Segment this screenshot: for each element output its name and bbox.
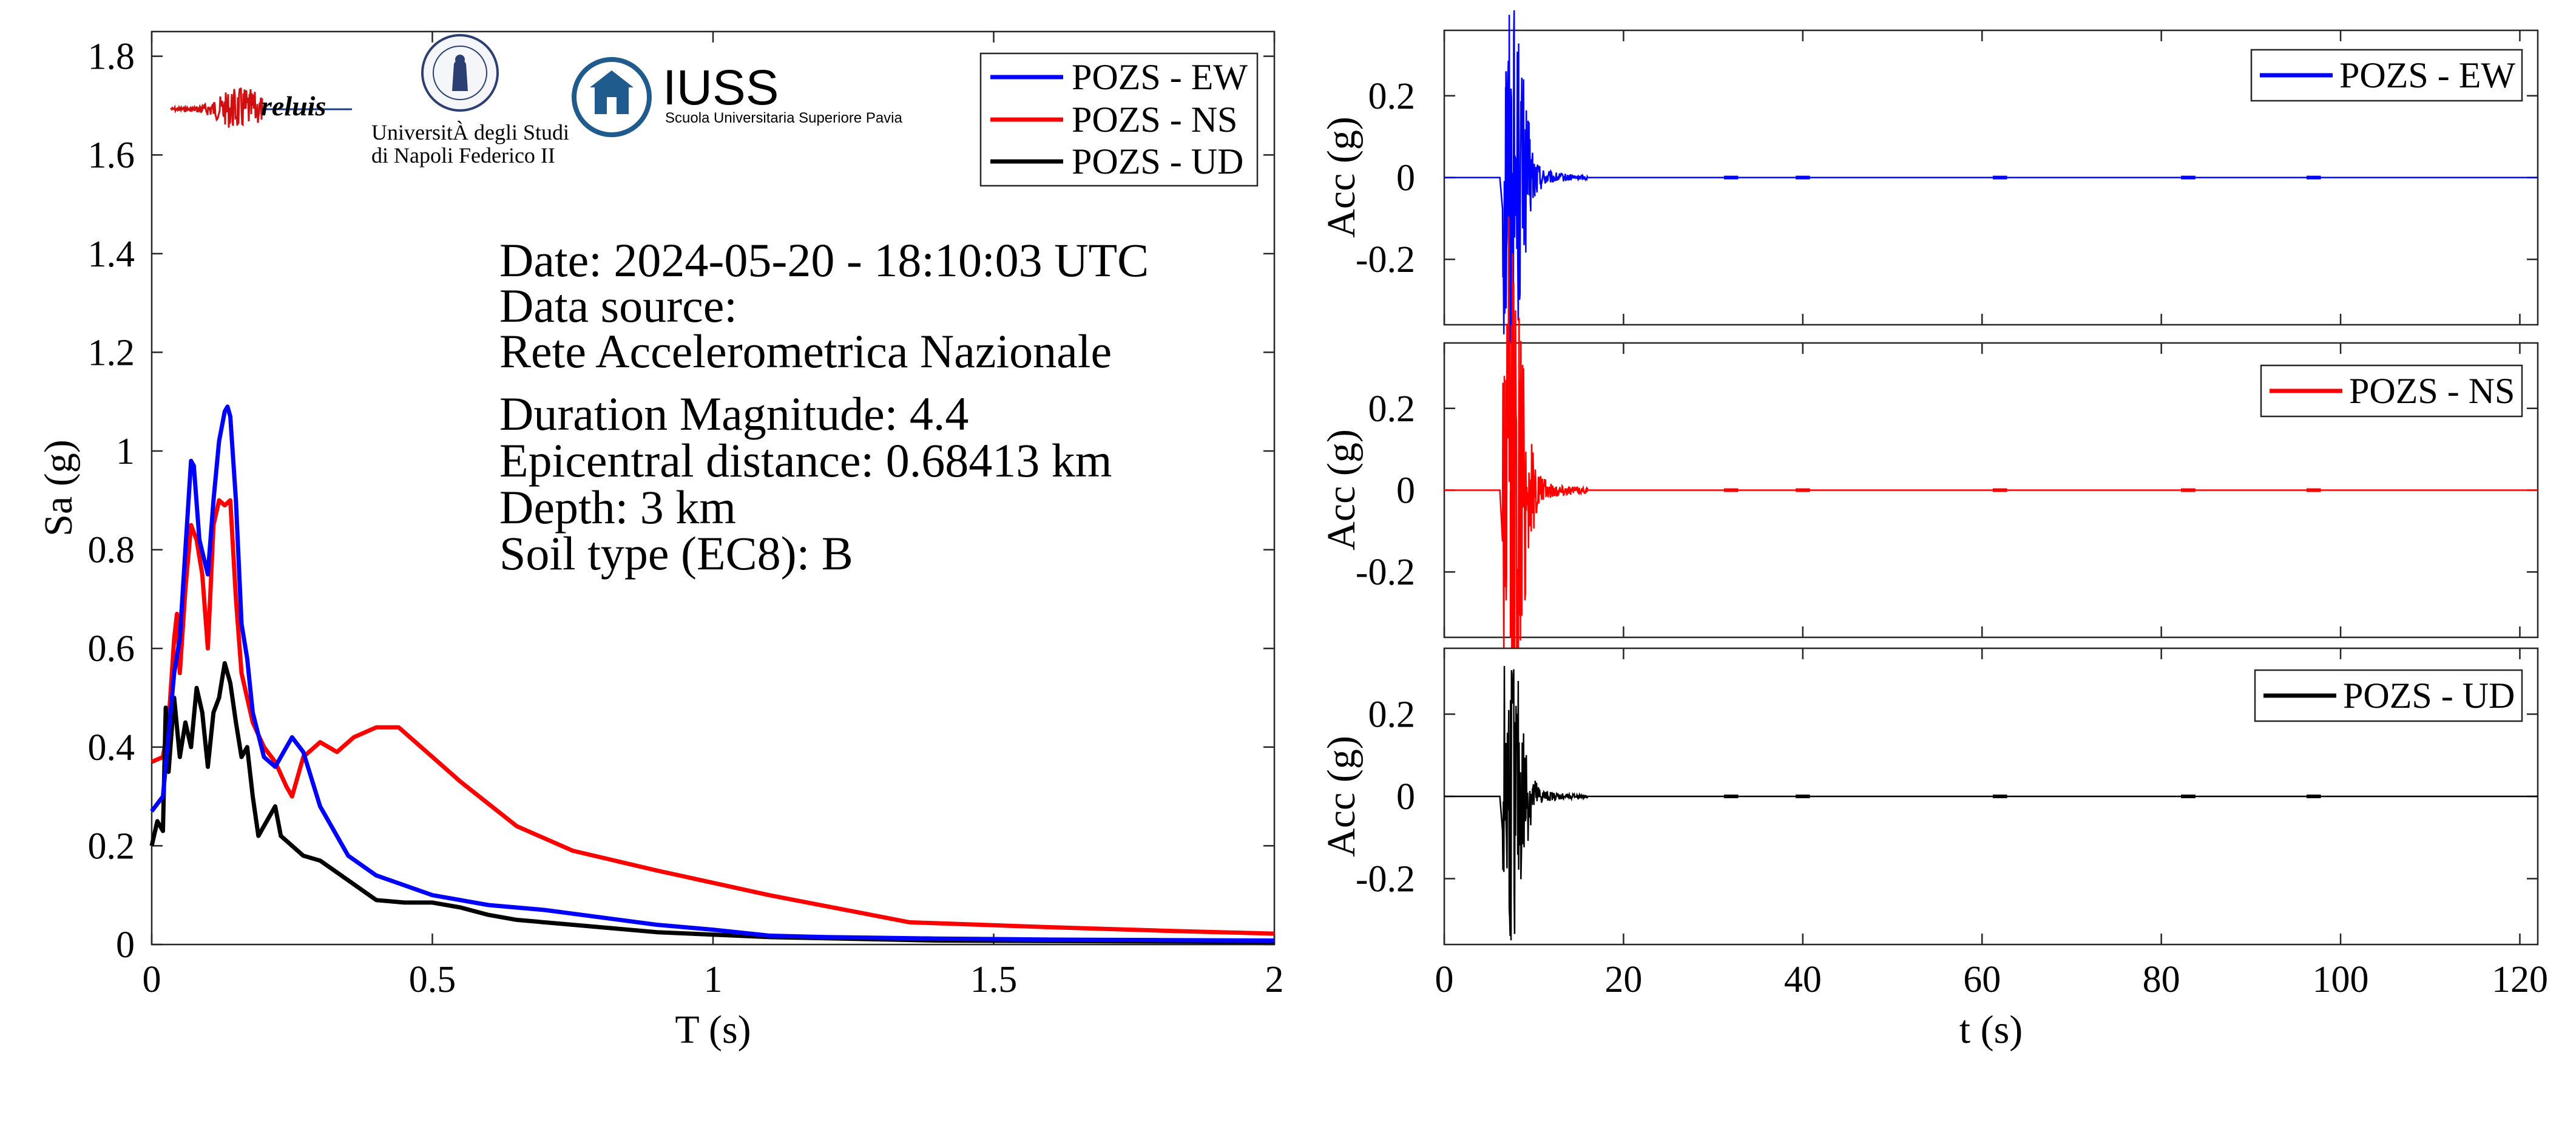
acc-ew-ticks: -0.2 0 0.2 xyxy=(1356,30,2538,325)
spectrum-legend: POZS - EW POZS - NS POZS - UD xyxy=(979,52,1259,187)
info-source: Rete Accelerometrica Nazionale xyxy=(499,325,1112,378)
acc-ns-ylabel: Acc (g) xyxy=(1319,429,1364,551)
iuss-logo-subtitle: Scuola Universitaria Superiore Pavia xyxy=(665,110,903,126)
accelerogram-ns: -0.2 0 0.2 Acc (g) POZS - NS xyxy=(1319,216,2539,751)
acc-xtick-label: 100 xyxy=(2313,959,2369,1000)
spectrum-ytick-label: 1.2 xyxy=(88,332,135,373)
legend-label-ew: POZS - EW xyxy=(1072,57,1248,97)
acc-ud-trace-line xyxy=(1444,666,2538,941)
accelerogram-ud: -0.2 0 0.2 0 20 40 60 80 100 120 Acc (g) POZS - U… xyxy=(1319,647,2548,1000)
acc-xtick-label: 60 xyxy=(1963,959,2001,1000)
acc-ud-trace xyxy=(1444,666,2538,941)
iuss-emblem-door xyxy=(607,97,617,114)
legend-label-ud: POZS - UD xyxy=(1072,141,1243,181)
acc-ud-legend-label: POZS - UD xyxy=(2343,676,2515,716)
acc-ud-ytick-label: 0 xyxy=(1396,776,1415,818)
acc-xtick-label: 0 xyxy=(1435,959,1454,1000)
acc-ud-ylabel: Acc (g) xyxy=(1319,736,1364,857)
spectrum-ticks: 0 0.5 1 1.5 2 0 0.2 0.4 0.6 0.8 1 1.2 1.4 1.6 1.8 xyxy=(88,32,1284,1000)
spectrum-xtick-label: 0 xyxy=(143,959,161,1000)
spectrum-ytick-label: 0.8 xyxy=(88,530,135,571)
acc-ew-legend-label: POZS - EW xyxy=(2339,55,2515,95)
spectrum-ytick-label: 1.6 xyxy=(88,135,135,176)
acc-ew-ylabel: Acc (g) xyxy=(1319,117,1364,238)
unina-logo-line1: UniversitÀ degli Studi xyxy=(371,120,569,144)
spectrum-ytick-label: 1.8 xyxy=(88,36,135,78)
spectrum-xtick-label: 0.5 xyxy=(409,959,456,1000)
legend-label-ns: POZS - NS xyxy=(1072,100,1237,140)
spectrum-ylabel: Sa (g) xyxy=(36,439,81,536)
acc-xtick-label: 80 xyxy=(2143,959,2180,1000)
spectrum-chart: 0 0.5 1 1.5 2 0 0.2 0.4 0.6 0.8 1 1.2 1.4 1.6 1.8 T (s… xyxy=(36,30,1284,1052)
acc-ns-trace-line xyxy=(1444,216,2538,751)
iuss-logo: IUSS Scuola Universitaria Superiore Pavi… xyxy=(572,57,903,137)
unina-seal-inner xyxy=(433,46,487,100)
reluis-seismogram-icon xyxy=(170,87,352,128)
spectrum-line-pozs-ud xyxy=(149,661,1275,945)
spectrum-xtick-label: 1.5 xyxy=(970,959,1018,1000)
accelerogram-ew: -0.2 0 0.2 Acc (g) POZS - EW xyxy=(1319,10,2539,364)
acc-ns-ytick-label: -0.2 xyxy=(1356,552,1415,593)
info-distance: Epicentral distance: 0.68413 km xyxy=(499,434,1112,487)
spectrum-line-pozs-ew xyxy=(150,404,1275,943)
reluis-logo-text: reluis xyxy=(261,90,326,121)
acc-ud-ytick-label: -0.2 xyxy=(1356,859,1415,900)
acc-ew-ytick-label: -0.2 xyxy=(1356,239,1415,280)
unina-logo: UniversitÀ degli Studi di Napoli Federic… xyxy=(371,34,569,168)
spectrum-series xyxy=(149,404,1275,945)
info-depth: Depth: 3 km xyxy=(499,481,736,534)
acc-xtick-label: 40 xyxy=(1784,959,1822,1000)
acc-xlabel: t (s) xyxy=(1959,1008,2023,1052)
iuss-emblem-roof xyxy=(590,70,634,87)
reluis-wave-line xyxy=(170,87,263,128)
unina-seal-head xyxy=(455,55,465,64)
acc-ns-ytick-label: 0 xyxy=(1396,470,1415,512)
info-source-label: Data source: xyxy=(499,279,737,332)
acc-ew-ytick-label: 0.2 xyxy=(1368,76,1416,117)
spectrum-ytick-label: 0.6 xyxy=(88,628,135,670)
acc-xtick-label: 120 xyxy=(2492,959,2548,1000)
info-soil: Soil type (EC8): B xyxy=(499,527,853,580)
spectrum-ytick-label: 1 xyxy=(116,431,135,472)
event-info: Date: 2024-05-20 - 18:10:03 UTC Data sou… xyxy=(499,234,1149,580)
info-magnitude: Duration Magnitude: 4.4 xyxy=(499,387,969,440)
unina-logo-line2: di Napoli Federico II xyxy=(371,143,555,168)
acc-ew-trace xyxy=(1444,10,2538,364)
spectrum-line-pozs-ns xyxy=(150,498,1275,936)
spectrum-ytick-label: 1.4 xyxy=(88,234,135,275)
spectrum-xtick-label: 1 xyxy=(704,959,723,1000)
acc-ns-legend-label: POZS - NS xyxy=(2349,371,2515,411)
spectrum-xlabel: T (s) xyxy=(675,1008,751,1052)
acc-xtick-label: 20 xyxy=(1604,959,1642,1000)
spectrum-ytick-label: 0.2 xyxy=(88,826,135,867)
reluis-logo: reluis xyxy=(170,87,352,128)
acc-ns-trace xyxy=(1444,216,2538,751)
spectrum-ytick-label: 0 xyxy=(116,924,135,966)
spectrum-ytick-label: 0.4 xyxy=(88,727,135,768)
info-date: Date: 2024-05-20 - 18:10:03 UTC xyxy=(499,234,1149,287)
acc-ew-ytick-label: 0 xyxy=(1396,158,1415,199)
iuss-logo-text: IUSS xyxy=(663,60,779,115)
spectrum-xtick-label: 2 xyxy=(1265,959,1284,1000)
acc-ud-ytick-label: 0.2 xyxy=(1368,694,1416,735)
acc-ns-ticks: -0.2 0 0.2 xyxy=(1356,343,2538,637)
unina-seal-figure xyxy=(452,58,468,91)
acc-ew-trace-line xyxy=(1444,10,2538,364)
acc-ns-ytick-label: 0.2 xyxy=(1368,388,1416,430)
